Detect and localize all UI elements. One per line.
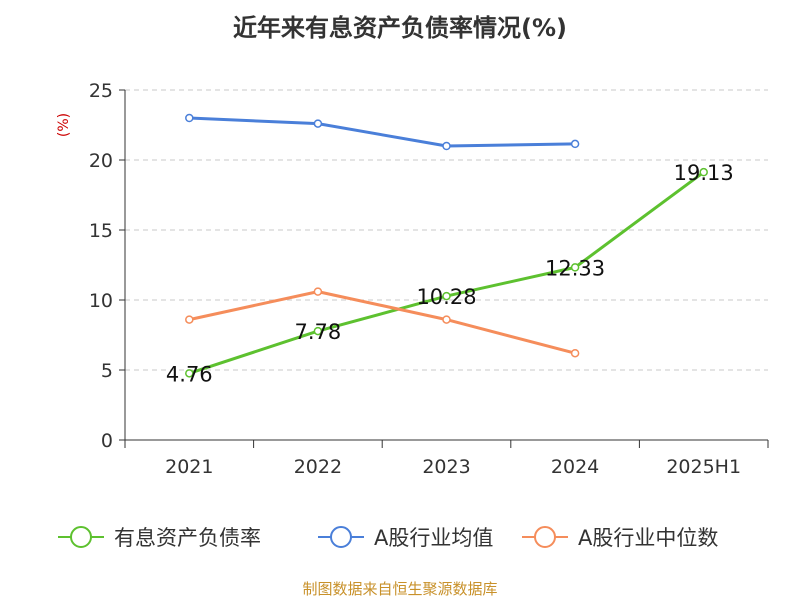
y-tick-label: 10 bbox=[89, 290, 113, 312]
data-point bbox=[313, 326, 323, 336]
data-label: 7.78 bbox=[295, 320, 342, 344]
data-point bbox=[313, 119, 323, 128]
data-point bbox=[442, 291, 451, 301]
y-axis-label: (%) bbox=[56, 113, 72, 137]
data-label: 19.13 bbox=[674, 161, 734, 185]
legend-marker bbox=[534, 526, 556, 548]
axes: 0 5 10 15 20 25 (%) 2021 2022 2023 2024 2025H1 bbox=[56, 80, 769, 478]
legend: 有息资产负债率 A股行业均值 A股行业中位数 bbox=[58, 526, 718, 550]
legend-marker bbox=[330, 526, 352, 548]
y-tick-label: 0 bbox=[101, 430, 113, 452]
data-point bbox=[699, 167, 708, 177]
y-tick-label: 5 bbox=[101, 360, 113, 382]
y-tick-label: 25 bbox=[89, 80, 113, 102]
data-labels: 4.76 7.78 10.28 12.33 19.13 bbox=[166, 161, 734, 386]
data-point bbox=[442, 141, 451, 151]
x-tick-label: 2023 bbox=[422, 456, 470, 478]
legend-item: 有息资产负债率 bbox=[58, 526, 261, 550]
data-label: 10.28 bbox=[416, 285, 476, 309]
x-tick-label: 2022 bbox=[294, 456, 342, 478]
series-line-1 bbox=[189, 116, 576, 148]
chart-title: 近年来有息资产负债率情况(%) bbox=[233, 14, 567, 42]
series-lines bbox=[185, 113, 708, 378]
data-label: 4.76 bbox=[166, 362, 213, 386]
legend-label: A股行业中位数 bbox=[578, 526, 718, 550]
data-point bbox=[185, 369, 194, 378]
data-point bbox=[442, 315, 451, 324]
series-line-2 bbox=[188, 290, 576, 355]
data-point bbox=[570, 263, 580, 272]
data-point bbox=[313, 287, 323, 296]
legend-label: 有息资产负债率 bbox=[114, 526, 261, 550]
legend-item: A股行业中位数 bbox=[522, 526, 718, 550]
x-tick-label: 2024 bbox=[551, 456, 599, 478]
data-point bbox=[570, 139, 580, 149]
data-point bbox=[570, 348, 580, 358]
data-point bbox=[185, 315, 194, 324]
source-footer: 制图数据来自恒生聚源数据库 bbox=[302, 580, 498, 598]
x-tick-label: 2021 bbox=[165, 456, 213, 478]
legend-label: A股行业均值 bbox=[374, 526, 493, 550]
data-point bbox=[185, 113, 194, 123]
y-tick-label: 15 bbox=[89, 220, 113, 242]
data-label: 12.33 bbox=[545, 256, 605, 280]
y-tick-label: 20 bbox=[89, 150, 113, 172]
legend-marker bbox=[70, 526, 92, 548]
series-line-0 bbox=[188, 170, 705, 375]
x-tick-label: 2025H1 bbox=[666, 456, 741, 478]
legend-item: A股行业均值 bbox=[318, 526, 493, 550]
grid-lines bbox=[125, 89, 768, 371]
